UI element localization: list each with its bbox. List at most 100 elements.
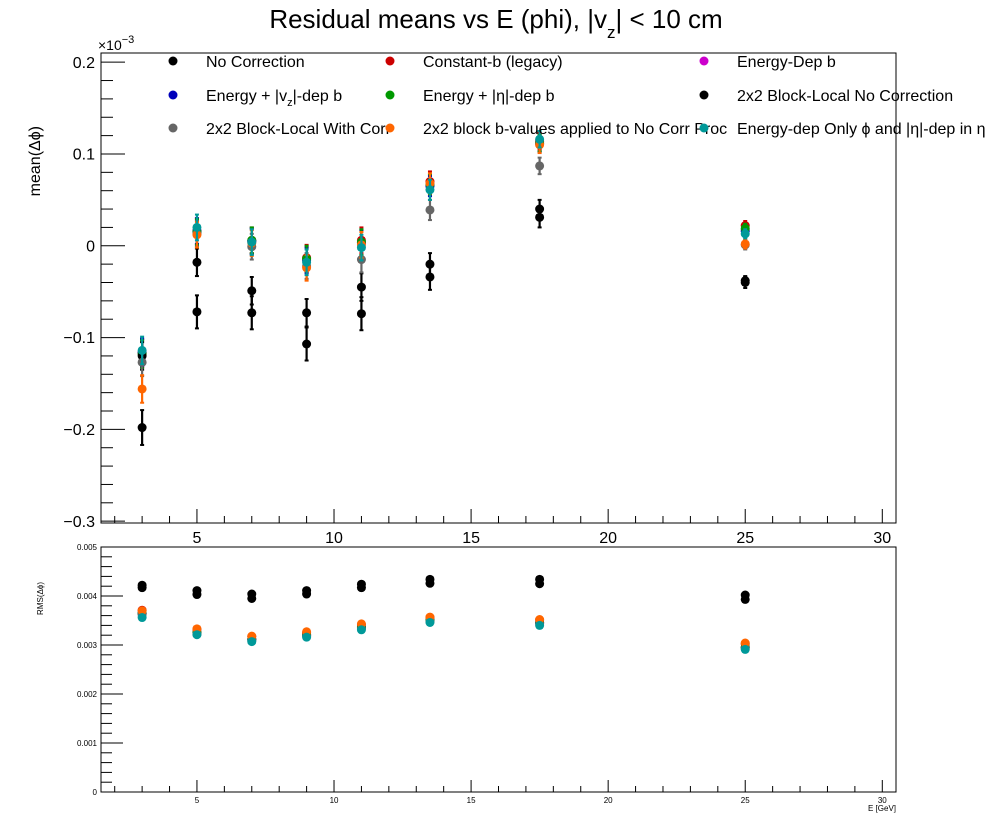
data-point xyxy=(192,222,202,232)
data-point xyxy=(192,630,202,640)
chart-title-main: Residual means vs E (phi), |v xyxy=(269,4,607,34)
data-point xyxy=(302,586,312,596)
legend-label-part: |-dep b xyxy=(293,88,343,105)
bottom-series xyxy=(137,574,750,600)
data-point xyxy=(192,307,202,317)
legend-item: 2x2 block b-values applied to No Corr Pr… xyxy=(385,121,727,138)
top-series xyxy=(137,198,750,371)
x-tick-label: 10 xyxy=(325,530,343,547)
top-axes: 5 10 15 20 25 30 0.2 0.1 0 −0.1 −0.2 −0.3 xyxy=(63,55,891,547)
legend-item: Energy + |vz|-dep b xyxy=(168,88,342,109)
top-data-points xyxy=(137,130,750,446)
legend: No Correction Constant-b (legacy) Energy-D… xyxy=(168,54,986,138)
legend-label: 2x2 block b-values applied to No Corr Pr… xyxy=(423,121,727,138)
data-point xyxy=(425,205,435,215)
data-point xyxy=(247,286,257,296)
data-point xyxy=(425,617,435,627)
x-tick-label: 20 xyxy=(604,796,613,805)
data-point xyxy=(425,574,435,584)
top-series xyxy=(137,133,750,369)
y-tick-label: 0.2 xyxy=(73,55,95,72)
data-point xyxy=(535,620,545,630)
x-tick-label: 30 xyxy=(878,796,887,805)
data-point xyxy=(137,423,147,433)
x-tick-label: 15 xyxy=(467,796,476,805)
top-series xyxy=(137,131,750,368)
y-tick-label: 0.004 xyxy=(77,592,98,601)
data-point xyxy=(740,239,750,249)
legend-label: Energy + |η|-dep b xyxy=(423,88,555,105)
x-tick-label: 25 xyxy=(736,530,754,547)
legend-marker xyxy=(168,123,178,133)
legend-label: No Correction xyxy=(206,54,305,71)
data-point xyxy=(137,613,147,623)
y-tick-label: 0.1 xyxy=(73,147,95,164)
data-point xyxy=(535,134,545,144)
legend-label-part: Energy + |v xyxy=(206,88,287,105)
top-panel: 5 10 15 20 25 30 0.2 0.1 0 −0.1 −0.2 −0.3 xyxy=(63,52,897,547)
bottom-series xyxy=(137,605,750,649)
x-tick-label: 5 xyxy=(192,530,201,547)
legend-label: 2x2 Block-Local With Corr xyxy=(206,121,392,138)
top-series xyxy=(137,133,750,368)
x-tick-label: 25 xyxy=(741,796,750,805)
y-tick-label: −0.2 xyxy=(63,422,95,439)
data-point xyxy=(302,339,312,349)
top-y-axis-label: mean(Δϕ) xyxy=(27,126,44,196)
legend-item: Constant-b (legacy) xyxy=(385,54,563,71)
x-tick-label: 30 xyxy=(873,530,891,547)
y-tick-label: 0.002 xyxy=(77,690,98,699)
chart-title-subscript: z xyxy=(607,23,616,42)
legend-marker xyxy=(168,56,178,66)
data-point xyxy=(137,384,147,394)
y-tick-label: 0.001 xyxy=(77,739,98,748)
data-point xyxy=(247,589,257,599)
data-point xyxy=(137,345,147,355)
top-y-multiplier-exponent: −3 xyxy=(122,34,135,46)
x-tick-label: 5 xyxy=(195,796,200,805)
data-point xyxy=(137,606,147,616)
bottom-series xyxy=(137,609,750,652)
legend-item: Energy-Dep b xyxy=(699,54,836,71)
bottom-y-axis-label: RMS(Δϕ) xyxy=(36,582,45,615)
legend-label: Energy + |vz|-dep b xyxy=(206,88,342,109)
legend-label: 2x2 Block-Local No Correction xyxy=(737,88,953,105)
data-point xyxy=(425,185,435,195)
bottom-panel: 5 10 15 20 25 30 0 0.001 0.002 0.003 0.004 0.005 xyxy=(77,543,897,805)
data-point xyxy=(425,272,435,282)
x-tick-label: 20 xyxy=(599,530,617,547)
data-point xyxy=(740,644,750,654)
y-tick-label: 0.003 xyxy=(77,641,98,650)
bottom-series xyxy=(137,613,750,654)
data-point xyxy=(192,257,202,267)
y-tick-label: 0 xyxy=(93,788,98,797)
top-y-multiplier: ×10−3 xyxy=(98,34,134,53)
y-tick-label: 0.005 xyxy=(77,543,98,552)
data-point xyxy=(740,638,750,648)
legend-marker xyxy=(168,90,178,100)
legend-item: No Correction xyxy=(168,54,305,71)
top-series xyxy=(137,156,750,378)
legend-marker xyxy=(699,90,709,100)
bottom-series xyxy=(137,608,750,652)
legend-label: Energy-Dep b xyxy=(737,54,836,71)
legend-label-subscript: z xyxy=(287,97,293,109)
legend-label: Energy-dep Only ϕ and |η|-dep in η xyxy=(737,121,986,138)
legend-marker xyxy=(699,123,709,133)
legend-item: Energy-dep Only ϕ and |η|-dep in η xyxy=(699,121,986,138)
data-point xyxy=(535,204,545,214)
data-point xyxy=(247,237,257,247)
data-point xyxy=(740,590,750,600)
data-point xyxy=(740,229,750,239)
data-point xyxy=(535,574,545,584)
data-point xyxy=(356,625,366,635)
legend-item: 2x2 Block-Local No Correction xyxy=(699,88,953,105)
legend-item: 2x2 Block-Local With Corr xyxy=(168,121,392,138)
top-series xyxy=(137,134,750,368)
legend-marker xyxy=(385,123,395,133)
x-tick-label: 10 xyxy=(330,796,339,805)
data-point xyxy=(192,586,202,596)
top-series xyxy=(137,135,750,404)
chart-title: Residual means vs E (phi), |vz| < 10 cm xyxy=(269,4,722,42)
